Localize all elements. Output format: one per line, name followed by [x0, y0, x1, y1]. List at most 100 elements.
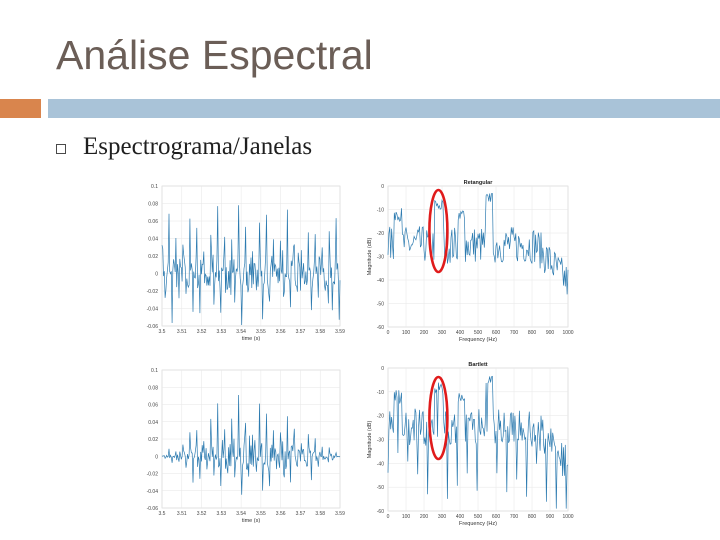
x-tick-label: 3.55 [256, 329, 266, 335]
y-tick-label: -0.06 [147, 506, 159, 512]
x-axis-label: Frequency (Hz) [459, 337, 497, 343]
series-line [161, 205, 341, 326]
x-tick-label: 3.51 [177, 511, 187, 517]
x-tick-label: 3.55 [256, 511, 266, 517]
y-tick-label: -0.06 [147, 324, 159, 330]
y-tick-label: -30 [377, 438, 384, 444]
y-tick-label: -40 [377, 461, 384, 467]
x-tick-label: 3.51 [177, 329, 187, 335]
y-tick-label: -50 [377, 302, 384, 308]
y-tick-label: -0.02 [147, 289, 159, 295]
x-tick-label: 0 [387, 514, 390, 520]
x-tick-label: 800 [528, 514, 537, 520]
x-tick-label: 1000 [562, 330, 573, 336]
y-tick-label: 0.02 [148, 437, 158, 443]
y-tick-label: -60 [377, 509, 384, 515]
y-tick-label: -40 [377, 278, 384, 284]
x-tick-label: 400 [456, 514, 465, 520]
x-tick-label: 800 [528, 330, 537, 336]
x-tick-label: 3.56 [276, 511, 286, 517]
y-tick-label: 0 [155, 272, 158, 278]
slide-title: Análise Espectral [56, 32, 373, 78]
x-tick-label: 200 [420, 514, 429, 520]
x-tick-label: 3.54 [236, 511, 246, 517]
y-tick-label: -0.02 [147, 472, 159, 478]
y-tick-label: -30 [377, 255, 384, 261]
highlight-ellipse [428, 188, 449, 274]
y-tick-label: 0.08 [148, 202, 158, 208]
y-tick-label: -20 [377, 231, 384, 237]
y-tick-label: 0 [381, 366, 384, 372]
y-tick-label: -0.04 [147, 307, 159, 313]
x-tick-label: 200 [420, 330, 429, 336]
x-tick-label: 700 [510, 330, 519, 336]
series-line [161, 394, 341, 495]
x-tick-label: 3.5 [159, 329, 166, 335]
x-axis-label: time (s) [242, 518, 261, 524]
time-plot-bottom-svg: 0.1 0.08 0.06 0.04 0.02 0 -0.02 -0.04 -0.063.5 3.… [147, 368, 345, 524]
x-tick-label: 3.52 [197, 329, 207, 335]
y-tick-label: -50 [377, 485, 384, 491]
x-tick-label: 3.58 [315, 511, 325, 517]
x-tick-label: 3.54 [236, 329, 246, 335]
highlight-ellipse [428, 375, 449, 461]
x-tick-label: 3.57 [296, 511, 306, 517]
time-plot-top-svg: 0.1 0.08 0.06 0.04 0.02 0 -0.02 -0.04 -0.063.5 3.… [147, 184, 345, 342]
x-tick-label: 100 [402, 514, 411, 520]
chart-title: Retangular [464, 180, 494, 186]
bullet-text: Espectrograma/Janelas [83, 133, 313, 160]
series-line [387, 375, 569, 509]
x-tick-label: 500 [474, 514, 483, 520]
y-tick-label: 0.06 [148, 219, 158, 225]
spectrum-plot-bartlett-svg: 0-10-20-30-40-50-600 100 200 300 400 500 600 70… [367, 362, 574, 527]
y-tick-label: 0.02 [148, 254, 158, 260]
time-plot-top: 0.1 0.08 0.06 0.04 0.02 0 -0.02 -0.04 -0.06 3.5 3.… [136, 178, 348, 346]
series-line [387, 193, 569, 295]
spectrum-plot-bartlett: 0 -10 -20 -30 -40 -50 -60 0 100 200 300 400 500 600 70… [362, 358, 578, 530]
x-tick-label: 600 [492, 514, 501, 520]
x-tick-label: 500 [474, 330, 483, 336]
x-tick-label: 3.53 [216, 329, 226, 335]
x-tick-label: 900 [546, 330, 555, 336]
x-tick-label: 3.58 [315, 329, 325, 335]
spectrum-plot-retangular: 0 -10 -20 -30 -40 -50 -60 0 100 200 300 400 500 600 70… [362, 176, 578, 346]
x-tick-label: 0 [387, 330, 390, 336]
x-tick-label: 3.59 [335, 329, 345, 335]
x-tick-label: 3.52 [197, 511, 207, 517]
y-tick-label: 0.04 [148, 237, 158, 243]
x-tick-label: 900 [546, 514, 555, 520]
y-tick-label: 0.1 [151, 184, 158, 190]
x-axis-label: Frequency (Hz) [459, 521, 497, 527]
y-tick-label: -10 [377, 208, 384, 214]
y-tick-label: -60 [377, 325, 384, 331]
x-tick-label: 300 [438, 514, 447, 520]
spectrum-plot-retangular-svg: 0-10-20-30-40-50-600 100 200 300 400 500 600 70… [367, 180, 574, 343]
y-tick-label: 0.08 [148, 385, 158, 391]
y-tick-label: -20 [377, 414, 384, 420]
x-tick-label: 1000 [562, 514, 573, 520]
y-tick-label: 0.06 [148, 403, 158, 409]
x-tick-label: 700 [510, 514, 519, 520]
chart-title: Bartlett [468, 362, 487, 368]
x-axis-label: time (s) [242, 336, 261, 342]
x-tick-label: 300 [438, 330, 447, 336]
x-tick-label: 3.56 [276, 329, 286, 335]
x-tick-label: 3.57 [296, 329, 306, 335]
y-tick-label: 0.04 [148, 420, 158, 426]
accent-bar-blue [48, 99, 720, 118]
x-tick-label: 600 [492, 330, 501, 336]
x-tick-label: 3.5 [159, 511, 166, 517]
y-tick-label: 0.1 [151, 368, 158, 374]
y-tick-label: -0.04 [147, 489, 159, 495]
y-tick-label: 0 [381, 184, 384, 190]
y-axis-label: Magnitude (dB) [367, 238, 373, 276]
accent-bar-orange [0, 99, 41, 118]
x-tick-label: 400 [456, 330, 465, 336]
bullet-square-icon [56, 144, 66, 154]
time-plot-bottom: 0.1 0.08 0.06 0.04 0.02 0 -0.02 -0.04 -0.06 3.5 3.… [136, 362, 348, 528]
y-axis-label: Magnitude (dB) [367, 421, 373, 459]
x-tick-label: 3.53 [216, 511, 226, 517]
y-tick-label: -10 [377, 390, 384, 396]
x-tick-label: 3.59 [335, 511, 345, 517]
x-tick-label: 100 [402, 330, 411, 336]
